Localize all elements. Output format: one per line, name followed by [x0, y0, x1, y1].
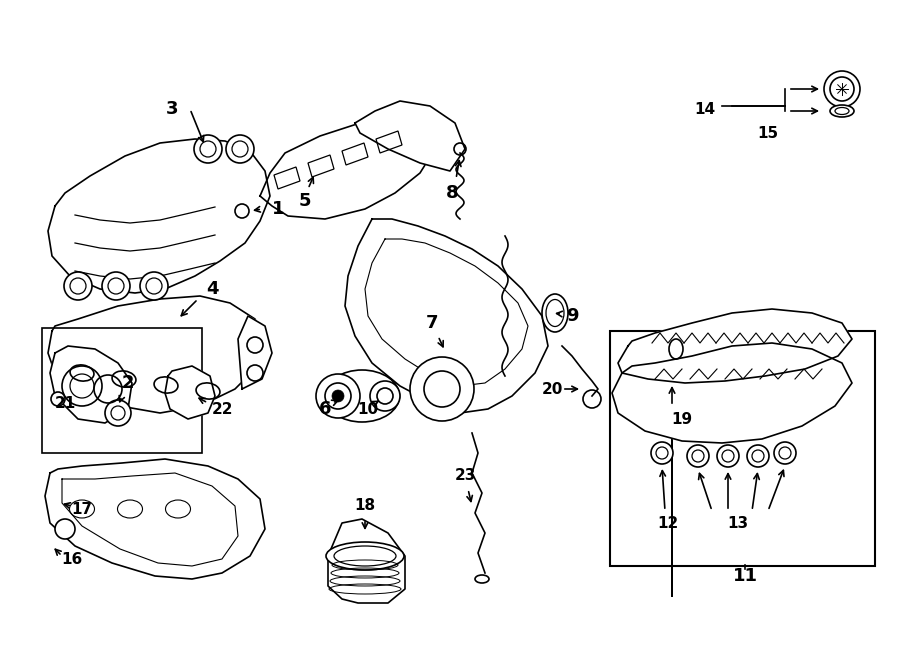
Polygon shape	[328, 519, 405, 603]
Circle shape	[140, 272, 168, 300]
Text: 8: 8	[446, 184, 458, 202]
Text: 14: 14	[695, 102, 716, 116]
Text: 13: 13	[727, 516, 749, 531]
Ellipse shape	[475, 575, 489, 583]
Text: 4: 4	[206, 280, 218, 298]
Text: 1: 1	[272, 200, 284, 218]
Text: 6: 6	[319, 400, 331, 418]
Polygon shape	[345, 219, 548, 413]
Polygon shape	[45, 459, 265, 579]
Circle shape	[687, 445, 709, 467]
Polygon shape	[260, 119, 435, 219]
Circle shape	[824, 71, 860, 107]
Text: 10: 10	[357, 401, 379, 416]
Text: 19: 19	[671, 412, 693, 426]
Polygon shape	[48, 139, 270, 293]
Text: 7: 7	[426, 314, 438, 332]
Text: 17: 17	[71, 502, 93, 516]
Circle shape	[102, 272, 130, 300]
Circle shape	[370, 381, 400, 411]
Text: 9: 9	[566, 307, 578, 325]
Polygon shape	[48, 296, 265, 413]
Text: 22: 22	[212, 401, 233, 416]
Polygon shape	[50, 346, 132, 423]
Ellipse shape	[542, 294, 568, 332]
Bar	[42, 328, 202, 453]
Polygon shape	[355, 101, 465, 171]
Polygon shape	[618, 309, 852, 383]
Polygon shape	[612, 343, 852, 443]
Ellipse shape	[325, 370, 400, 422]
Text: 12: 12	[657, 516, 679, 531]
Circle shape	[55, 519, 75, 539]
Text: 21: 21	[54, 395, 76, 410]
Circle shape	[105, 400, 131, 426]
Circle shape	[51, 392, 65, 406]
Polygon shape	[165, 366, 215, 419]
Text: 23: 23	[454, 469, 476, 483]
Circle shape	[717, 445, 739, 467]
Ellipse shape	[830, 105, 854, 117]
Text: 15: 15	[758, 126, 778, 141]
Circle shape	[747, 445, 769, 467]
Circle shape	[64, 272, 92, 300]
Polygon shape	[238, 316, 272, 389]
Circle shape	[194, 135, 222, 163]
Circle shape	[651, 442, 673, 464]
Text: 16: 16	[61, 551, 83, 566]
Circle shape	[410, 357, 474, 421]
Text: 18: 18	[355, 498, 375, 514]
Circle shape	[316, 374, 360, 418]
Circle shape	[235, 204, 249, 218]
Circle shape	[226, 135, 254, 163]
Ellipse shape	[326, 542, 404, 570]
Text: 20: 20	[541, 381, 562, 397]
Circle shape	[332, 390, 344, 402]
Text: 11: 11	[733, 567, 758, 585]
Text: 2: 2	[122, 374, 134, 392]
Text: 3: 3	[166, 100, 178, 118]
Circle shape	[774, 442, 796, 464]
Bar	[610, 331, 875, 566]
Text: 5: 5	[299, 192, 311, 210]
